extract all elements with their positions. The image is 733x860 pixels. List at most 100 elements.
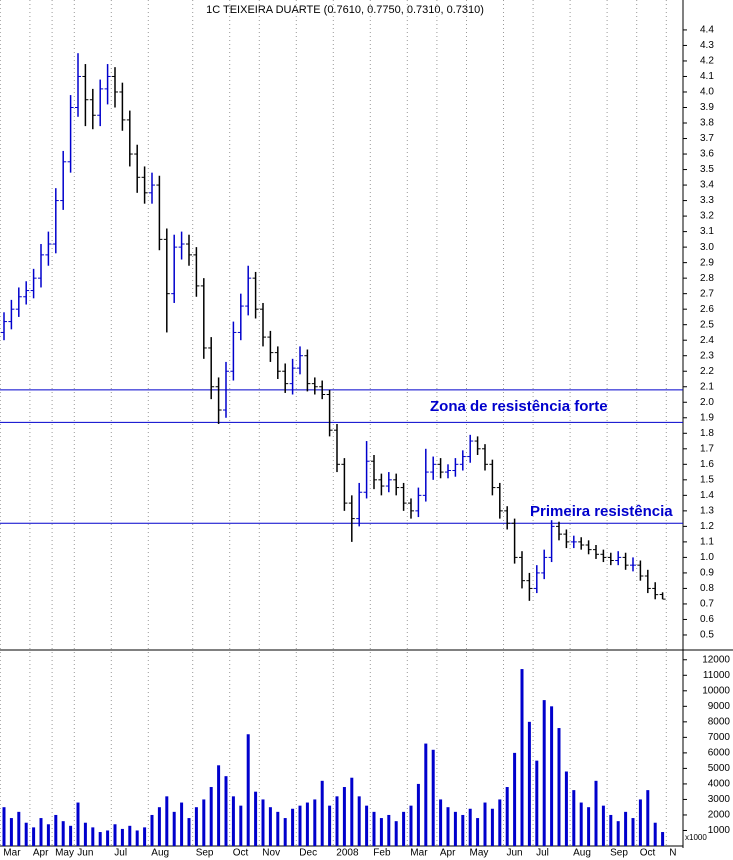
volume-bar: [653, 822, 657, 846]
volume-bar: [357, 796, 361, 846]
y-tick-label: 3.4: [700, 180, 714, 191]
y-tick-label: 2.4: [700, 335, 714, 346]
x-tick-label: Sep: [196, 848, 214, 859]
volume-bar: [505, 787, 509, 846]
y-tick-label: 0.7: [700, 599, 714, 610]
volume-bar: [594, 780, 598, 846]
volume-bar: [661, 832, 665, 846]
volume-bar: [180, 802, 184, 846]
volume-bar: [231, 796, 235, 846]
y-tick-label: 2000: [708, 810, 731, 821]
y-tick-label: 2.2: [700, 366, 714, 377]
volume-bar: [165, 796, 169, 846]
volume-bar: [542, 700, 546, 846]
x-tick-label: Jun: [77, 848, 93, 859]
volume-bar: [616, 821, 620, 846]
y-tick-label: 4.0: [700, 87, 714, 98]
volume-bar: [298, 805, 302, 846]
volume-bar: [328, 805, 332, 846]
volume-bar: [135, 830, 139, 846]
volume-bar: [291, 808, 295, 846]
y-tick-label: 3.8: [700, 118, 714, 129]
volume-bar: [579, 802, 583, 846]
y-tick-label: 3000: [708, 794, 731, 805]
unit-label: x1000: [685, 833, 707, 842]
y-tick-label: 3.6: [700, 149, 714, 160]
volume-bar: [239, 805, 243, 846]
volume-bar: [365, 805, 369, 846]
volume-bar: [379, 818, 383, 846]
volume-bar: [461, 814, 465, 846]
y-tick-label: 6000: [708, 748, 731, 759]
volume-bar: [217, 765, 221, 846]
x-tick-label: Dec: [299, 848, 317, 859]
volume-bar: [624, 811, 628, 846]
y-tick-label: 1.3: [700, 505, 714, 516]
volume-bar: [609, 814, 613, 846]
y-tick-label: 4.4: [700, 25, 714, 36]
y-tick-label: 2.5: [700, 319, 714, 330]
volume-bar: [172, 811, 176, 846]
annotation: Primeira resistência: [530, 503, 673, 520]
volume-bar: [483, 802, 487, 846]
volume-bar: [150, 814, 154, 846]
volume-bar: [638, 799, 642, 846]
volume-bar: [54, 814, 58, 846]
volume-bar: [557, 728, 561, 846]
volume-bar: [513, 752, 517, 846]
volume-bar: [283, 818, 287, 846]
y-tick-label: 4000: [708, 779, 731, 790]
volume-bar: [498, 799, 502, 846]
volume-bar: [320, 780, 324, 846]
y-tick-label: 1.6: [700, 459, 714, 470]
volume-bar: [157, 807, 161, 846]
x-tick-label: Oct: [640, 848, 656, 859]
y-tick-label: 1000: [708, 825, 731, 836]
volume-bar: [98, 832, 102, 846]
y-tick-label: 12000: [702, 654, 730, 665]
y-tick-label: 9000: [708, 701, 731, 712]
y-tick-label: 3.3: [700, 195, 714, 206]
volume-bar: [61, 821, 65, 846]
volume-bar: [39, 818, 43, 846]
volume-bar: [335, 796, 339, 846]
volume-bar: [91, 827, 95, 846]
volume-bar: [120, 828, 124, 846]
volume-bar: [587, 807, 591, 846]
volume-bar: [106, 830, 110, 846]
volume-bar: [305, 802, 309, 846]
volume-bar: [224, 776, 228, 846]
y-tick-label: 4.2: [700, 56, 714, 67]
x-tick-label: N: [669, 848, 676, 859]
volume-bar: [372, 811, 376, 846]
volume-bar: [646, 790, 650, 846]
annotation: Zona de resistência forte: [430, 398, 608, 415]
volume-bar: [631, 818, 635, 846]
x-tick-label: Nov: [262, 848, 280, 859]
y-tick-label: 1.4: [700, 490, 714, 501]
volume-bar: [439, 799, 443, 846]
x-tick-label: Sep: [610, 848, 628, 859]
volume-bar: [76, 802, 80, 846]
volume-bar: [550, 706, 554, 846]
volume-bar: [143, 827, 147, 846]
x-tick-label: Apr: [440, 848, 456, 859]
volume-bar: [17, 811, 21, 846]
y-tick-label: 3.5: [700, 164, 714, 175]
volume-bar: [46, 824, 50, 846]
x-tick-label: Mar: [3, 848, 21, 859]
x-tick-label: Jul: [114, 848, 127, 859]
x-tick-label: 2008: [336, 848, 359, 859]
y-tick-label: 2.0: [700, 397, 714, 408]
volume-bar: [468, 808, 472, 846]
volume-bar: [246, 734, 250, 846]
y-tick-label: 1.2: [700, 521, 714, 532]
y-tick-label: 5000: [708, 763, 731, 774]
y-tick-label: 8000: [708, 716, 731, 727]
x-tick-label: May: [55, 848, 74, 859]
y-tick-label: 1.1: [700, 537, 714, 548]
x-tick-label: Jul: [536, 848, 549, 859]
y-tick-label: 3.9: [700, 102, 714, 113]
